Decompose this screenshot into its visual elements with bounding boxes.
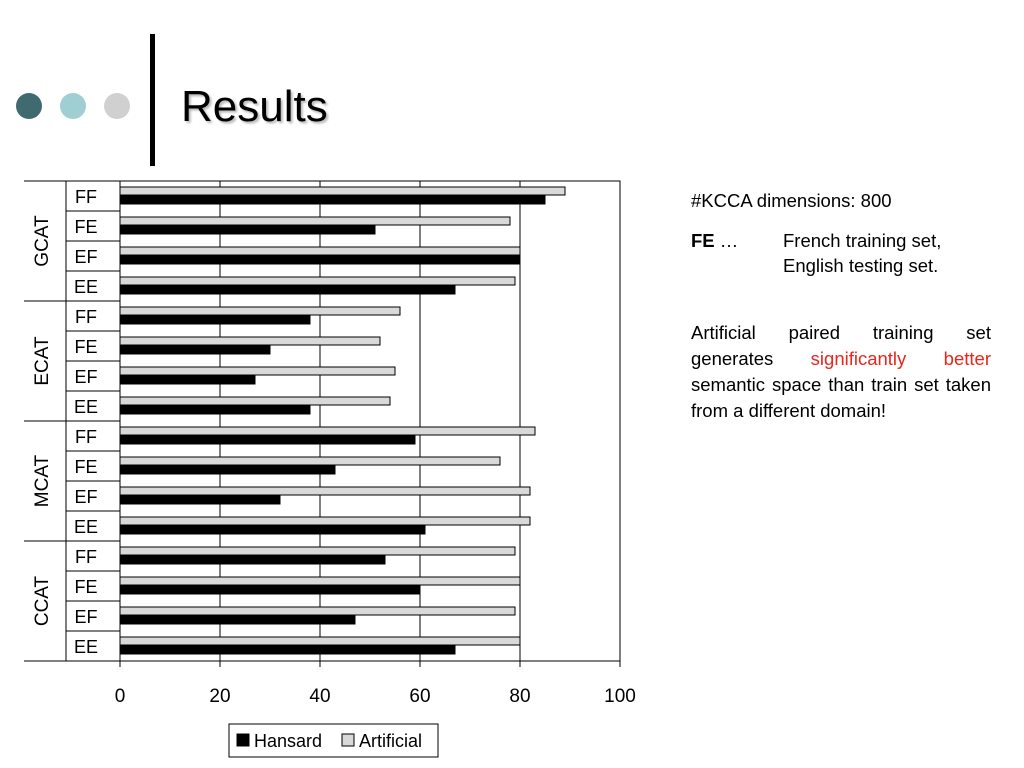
conclusion-paragraph: Artificial paired training set generates… [691,320,991,424]
fe-definition-row-2: English testing set. [691,253,991,278]
legend-swatch-artificial [341,733,355,747]
x-tick-label: 80 [509,686,530,707]
group-label: ECAT [32,336,53,386]
bar-artificial [119,276,516,286]
legend-label-artificial: Artificial [359,731,422,751]
bar-hansard [119,255,521,265]
bar-artificial [119,246,521,256]
bar-artificial [119,366,396,376]
category-label: FF [75,547,97,567]
bar-artificial [119,546,516,556]
dot-dark [16,93,42,119]
category-label: FE [74,337,97,357]
bar-hansard [119,645,456,655]
category-label: EE [74,397,98,417]
bar-hansard [119,465,336,475]
bar-hansard [119,315,311,325]
slide-title: Results [181,82,328,131]
group-label: GCAT [32,215,53,267]
category-label: EF [74,607,97,627]
fe-ellipsis: … [714,230,739,251]
category-label: EF [74,367,97,387]
side-panel: #KCCA dimensions: 800 FE … French traini… [691,190,991,424]
bar-artificial [119,186,566,196]
fe-definition-line-1: French training set, [783,230,942,251]
fe-definition-line-2: English testing set. [783,255,939,276]
x-tick-label: 100 [604,686,636,707]
bar-artificial [119,606,516,616]
conclusion-part-2: semantic space than train set taken from… [691,374,991,421]
group-label: CCAT [32,575,53,626]
dot-teal [60,93,86,119]
fe-term-spacer [691,253,783,278]
title-divider [150,34,155,166]
bar-artificial [119,636,521,646]
category-label: FF [75,187,97,207]
category-label: FE [74,457,97,477]
conclusion-highlight: significantly better [810,348,991,369]
category-label: EE [74,517,98,537]
bar-artificial [119,216,511,226]
dot-gray [104,93,130,119]
fe-term-bold: FE [691,230,715,251]
bar-artificial [119,456,501,466]
category-label: FE [74,577,97,597]
bar-hansard [119,195,546,205]
fe-term: FE … [691,228,783,253]
fe-definition-row-1: FE … French training set, [691,228,991,253]
bar-hansard [119,615,356,625]
x-tick-label: 20 [209,686,230,707]
group-label: MCAT [32,454,53,507]
bar-hansard [119,225,376,235]
bar-artificial [119,576,521,586]
bar-hansard [119,375,256,385]
bar-hansard [119,525,426,535]
bar-artificial [119,306,401,316]
bar-artificial [119,426,536,436]
bar-artificial [119,396,391,406]
bar-hansard [119,285,456,295]
x-tick-label: 0 [115,686,126,707]
bar-hansard [119,345,271,355]
bar-hansard [119,405,311,415]
category-label: EE [74,637,98,657]
bar-artificial [119,486,531,496]
category-label: FF [75,427,97,447]
bar-artificial [119,336,381,346]
bar-hansard [119,435,416,445]
category-label: FF [75,307,97,327]
bar-hansard [119,585,421,595]
decorative-dots [16,93,130,119]
legend-box [228,723,439,758]
category-label: EE [74,277,98,297]
bar-hansard [119,495,281,505]
x-tick-label: 40 [309,686,330,707]
category-label: EF [74,247,97,267]
bar-artificial [119,516,531,526]
category-label: EF [74,487,97,507]
category-label: FE [74,217,97,237]
bar-hansard [119,555,386,565]
legend-label-hansard: Hansard [254,731,322,751]
conclusion-part-1: Artificial paired training set generates [691,322,991,369]
legend-swatch-hansard [236,733,250,747]
kcca-dimensions: #KCCA dimensions: 800 [691,190,892,211]
x-tick-label: 60 [409,686,430,707]
